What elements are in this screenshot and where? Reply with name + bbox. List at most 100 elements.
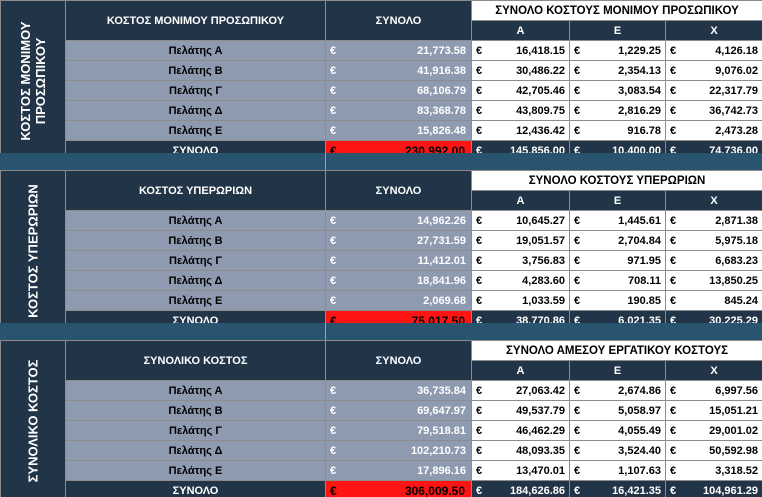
client-name-cell[interactable]: Πελάτης Ε [65, 460, 326, 481]
client-total-cell[interactable]: €15,826.48 [325, 120, 472, 141]
cost-cell-x[interactable]: €6,997.56 [664, 380, 762, 401]
amount: 916.78 [627, 124, 661, 137]
cost-cell-e[interactable]: €1,445.61 [569, 210, 666, 231]
sum-cell-e[interactable]: €16,421.35 [569, 480, 666, 497]
client-name-cell[interactable]: Πελάτης Δ [65, 100, 326, 121]
cost-cell-x[interactable]: €9,076.02 [664, 60, 762, 81]
table-row: Πελάτης Δ €102,210.73 €48,093.35 €3,524.40 €… [1, 440, 762, 461]
amount: 16,421.35 [612, 484, 661, 497]
grand-total-cell[interactable]: €306,009.50 [325, 480, 472, 497]
client-total-cell[interactable]: €102,210.73 [325, 440, 472, 461]
sum-label-cell[interactable]: ΣΥΝΟΛΟ [65, 480, 326, 497]
cost-cell-x[interactable]: €6,683.23 [664, 250, 762, 271]
cost-cell-e[interactable]: €2,674.86 [569, 380, 666, 401]
cost-cell-e[interactable]: €2,816.29 [569, 100, 666, 121]
cost-cell-a[interactable]: €4,283.60 [471, 270, 570, 291]
client-total-cell[interactable]: €69,647.97 [325, 400, 472, 421]
cost-cell-x[interactable]: €3,318.52 [664, 460, 762, 481]
client-name-cell[interactable]: Πελάτης Β [65, 60, 326, 81]
cost-cell-x[interactable]: €36,742.73 [664, 100, 762, 121]
header-row: ΚΟΣΤΟΣ ΜΟΝΙΜΟΥ ΠΡΟΣΩΠΙΚΟΥ ΚΟΣΤΟΣ ΜΟΝΙΜΟΥ Π… [0, 0, 762, 161]
cost-cell-a[interactable]: €1,033.59 [471, 290, 570, 311]
cost-cell-a[interactable]: €27,063.42 [471, 380, 570, 401]
currency-symbol: € [574, 384, 581, 397]
cost-cell-a[interactable]: €48,093.35 [471, 440, 570, 461]
client-total-cell[interactable]: €68,106.79 [325, 80, 472, 101]
client-total-cell[interactable]: €36,735.84 [325, 380, 472, 401]
client-total-cell[interactable]: €2,069.68 [325, 290, 472, 311]
cost-cell-x[interactable]: €22,317.79 [664, 80, 762, 101]
section-separator-band [0, 323, 762, 340]
cost-cell-e[interactable]: €971.95 [569, 250, 666, 271]
cost-cell-a[interactable]: €3,756.83 [471, 250, 570, 271]
cost-cell-a[interactable]: €10,645.27 [471, 210, 570, 231]
client-name-cell[interactable]: Πελάτης Β [65, 230, 326, 251]
client-name-cell[interactable]: Πελάτης Δ [65, 440, 326, 461]
currency-symbol: € [574, 484, 581, 497]
amount: 2,816.29 [618, 104, 661, 117]
client-total-cell[interactable]: €21,773.58 [325, 40, 472, 61]
client-name-cell[interactable]: Πελάτης Γ [65, 250, 326, 271]
cost-cell-e[interactable]: €190.85 [569, 290, 666, 311]
client-name-cell[interactable]: Πελάτης Ε [65, 120, 326, 141]
sum-cell-a[interactable]: €184,626.86 [471, 480, 570, 497]
group-header: ΣΥΝΟΛΟ ΑΜΕΣΟΥ ΕΡΓΑΤΙΚΟΥ ΚΟΣΤΟΥΣ [470, 340, 762, 361]
client-total-cell[interactable]: €79,518.81 [325, 420, 472, 441]
client-total-cell[interactable]: €41,916.38 [325, 60, 472, 81]
client-total-cell[interactable]: €17,896.16 [325, 460, 472, 481]
cost-cell-a[interactable]: €19,051.57 [471, 230, 570, 251]
cost-table-2: ΚΟΣΤΟΣ ΥΠΕΡΩΡΙΩΝ ΚΟΣΤΟΣ ΥΠΕΡΩΡΙΩΝ ΣΥΝΟΛΟ ΣΥ… [0, 170, 762, 331]
cost-cell-x[interactable]: €50,592.98 [664, 440, 762, 461]
cost-cell-e[interactable]: €5,058.97 [569, 400, 666, 421]
cost-cell-a[interactable]: €43,809.75 [471, 100, 570, 121]
cost-cell-e[interactable]: €1,107.63 [569, 460, 666, 481]
cost-cell-x[interactable]: €29,001.02 [664, 420, 762, 441]
amount: 14,962.26 [417, 214, 466, 227]
client-total-cell[interactable]: €14,962.26 [325, 210, 472, 231]
currency-symbol: € [670, 464, 677, 477]
client-name-cell[interactable]: Πελάτης Γ [65, 80, 326, 101]
currency-symbol: € [574, 64, 581, 77]
cost-cell-e[interactable]: €3,524.40 [569, 440, 666, 461]
client-name-cell[interactable]: Πελάτης Δ [65, 270, 326, 291]
cost-cell-a[interactable]: €46,462.29 [471, 420, 570, 441]
cost-cell-e[interactable]: €4,055.49 [569, 420, 666, 441]
sum-cell-x[interactable]: €104,961.29 [664, 480, 762, 497]
client-total-cell[interactable]: €27,731.59 [325, 230, 472, 251]
cost-cell-a[interactable]: €49,537.79 [471, 400, 570, 421]
cost-cell-e[interactable]: €1,229.25 [569, 40, 666, 61]
client-name-cell[interactable]: Πελάτης Ε [65, 290, 326, 311]
currency-symbol: € [476, 274, 483, 287]
cost-cell-x[interactable]: €2,871.38 [664, 210, 762, 231]
cost-cell-x[interactable]: €2,473.28 [664, 120, 762, 141]
cost-cell-e[interactable]: €2,704.84 [569, 230, 666, 251]
cost-cell-a[interactable]: €12,436.42 [471, 120, 570, 141]
cost-cell-x[interactable]: €4,126.18 [664, 40, 762, 61]
cost-cell-a[interactable]: €16,418.15 [471, 40, 570, 61]
currency-symbol: € [330, 384, 337, 397]
cost-cell-x[interactable]: €845.24 [664, 290, 762, 311]
client-name-cell[interactable]: Πελάτης Γ [65, 420, 326, 441]
amount: 306,009.50 [404, 483, 465, 497]
cost-cell-a[interactable]: €42,705.46 [471, 80, 570, 101]
cost-cell-e[interactable]: €708.11 [569, 270, 666, 291]
cost-cell-x[interactable]: €5,975.18 [664, 230, 762, 251]
client-total-cell[interactable]: €11,412.01 [325, 250, 472, 271]
cost-cell-x[interactable]: €13,850.25 [664, 270, 762, 291]
client-name-cell[interactable]: Πελάτης Α [65, 210, 326, 231]
currency-symbol: € [670, 44, 677, 57]
client-total-cell[interactable]: €18,841.96 [325, 270, 472, 291]
client-name-cell[interactable]: Πελάτης Β [65, 400, 326, 421]
amount: 2,704.84 [618, 234, 661, 247]
currency-symbol: € [330, 44, 337, 57]
client-total-cell[interactable]: €83,368.78 [325, 100, 472, 121]
cost-cell-x[interactable]: €15,051.21 [664, 400, 762, 421]
cost-cell-a[interactable]: €30,486.22 [471, 60, 570, 81]
client-name-cell[interactable]: Πελάτης Α [65, 40, 326, 61]
cost-cell-a[interactable]: €13,470.01 [471, 460, 570, 481]
client-name-cell[interactable]: Πελάτης Α [65, 380, 326, 401]
currency-symbol: € [670, 484, 677, 497]
cost-cell-e[interactable]: €3,083.54 [569, 80, 666, 101]
cost-cell-e[interactable]: €916.78 [569, 120, 666, 141]
cost-cell-e[interactable]: €2,354.13 [569, 60, 666, 81]
